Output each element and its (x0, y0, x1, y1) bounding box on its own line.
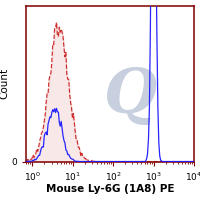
X-axis label: Mouse Ly-6G (1A8) PE: Mouse Ly-6G (1A8) PE (46, 184, 174, 194)
Text: Q: Q (104, 66, 157, 126)
Y-axis label: Count: Count (0, 68, 10, 99)
